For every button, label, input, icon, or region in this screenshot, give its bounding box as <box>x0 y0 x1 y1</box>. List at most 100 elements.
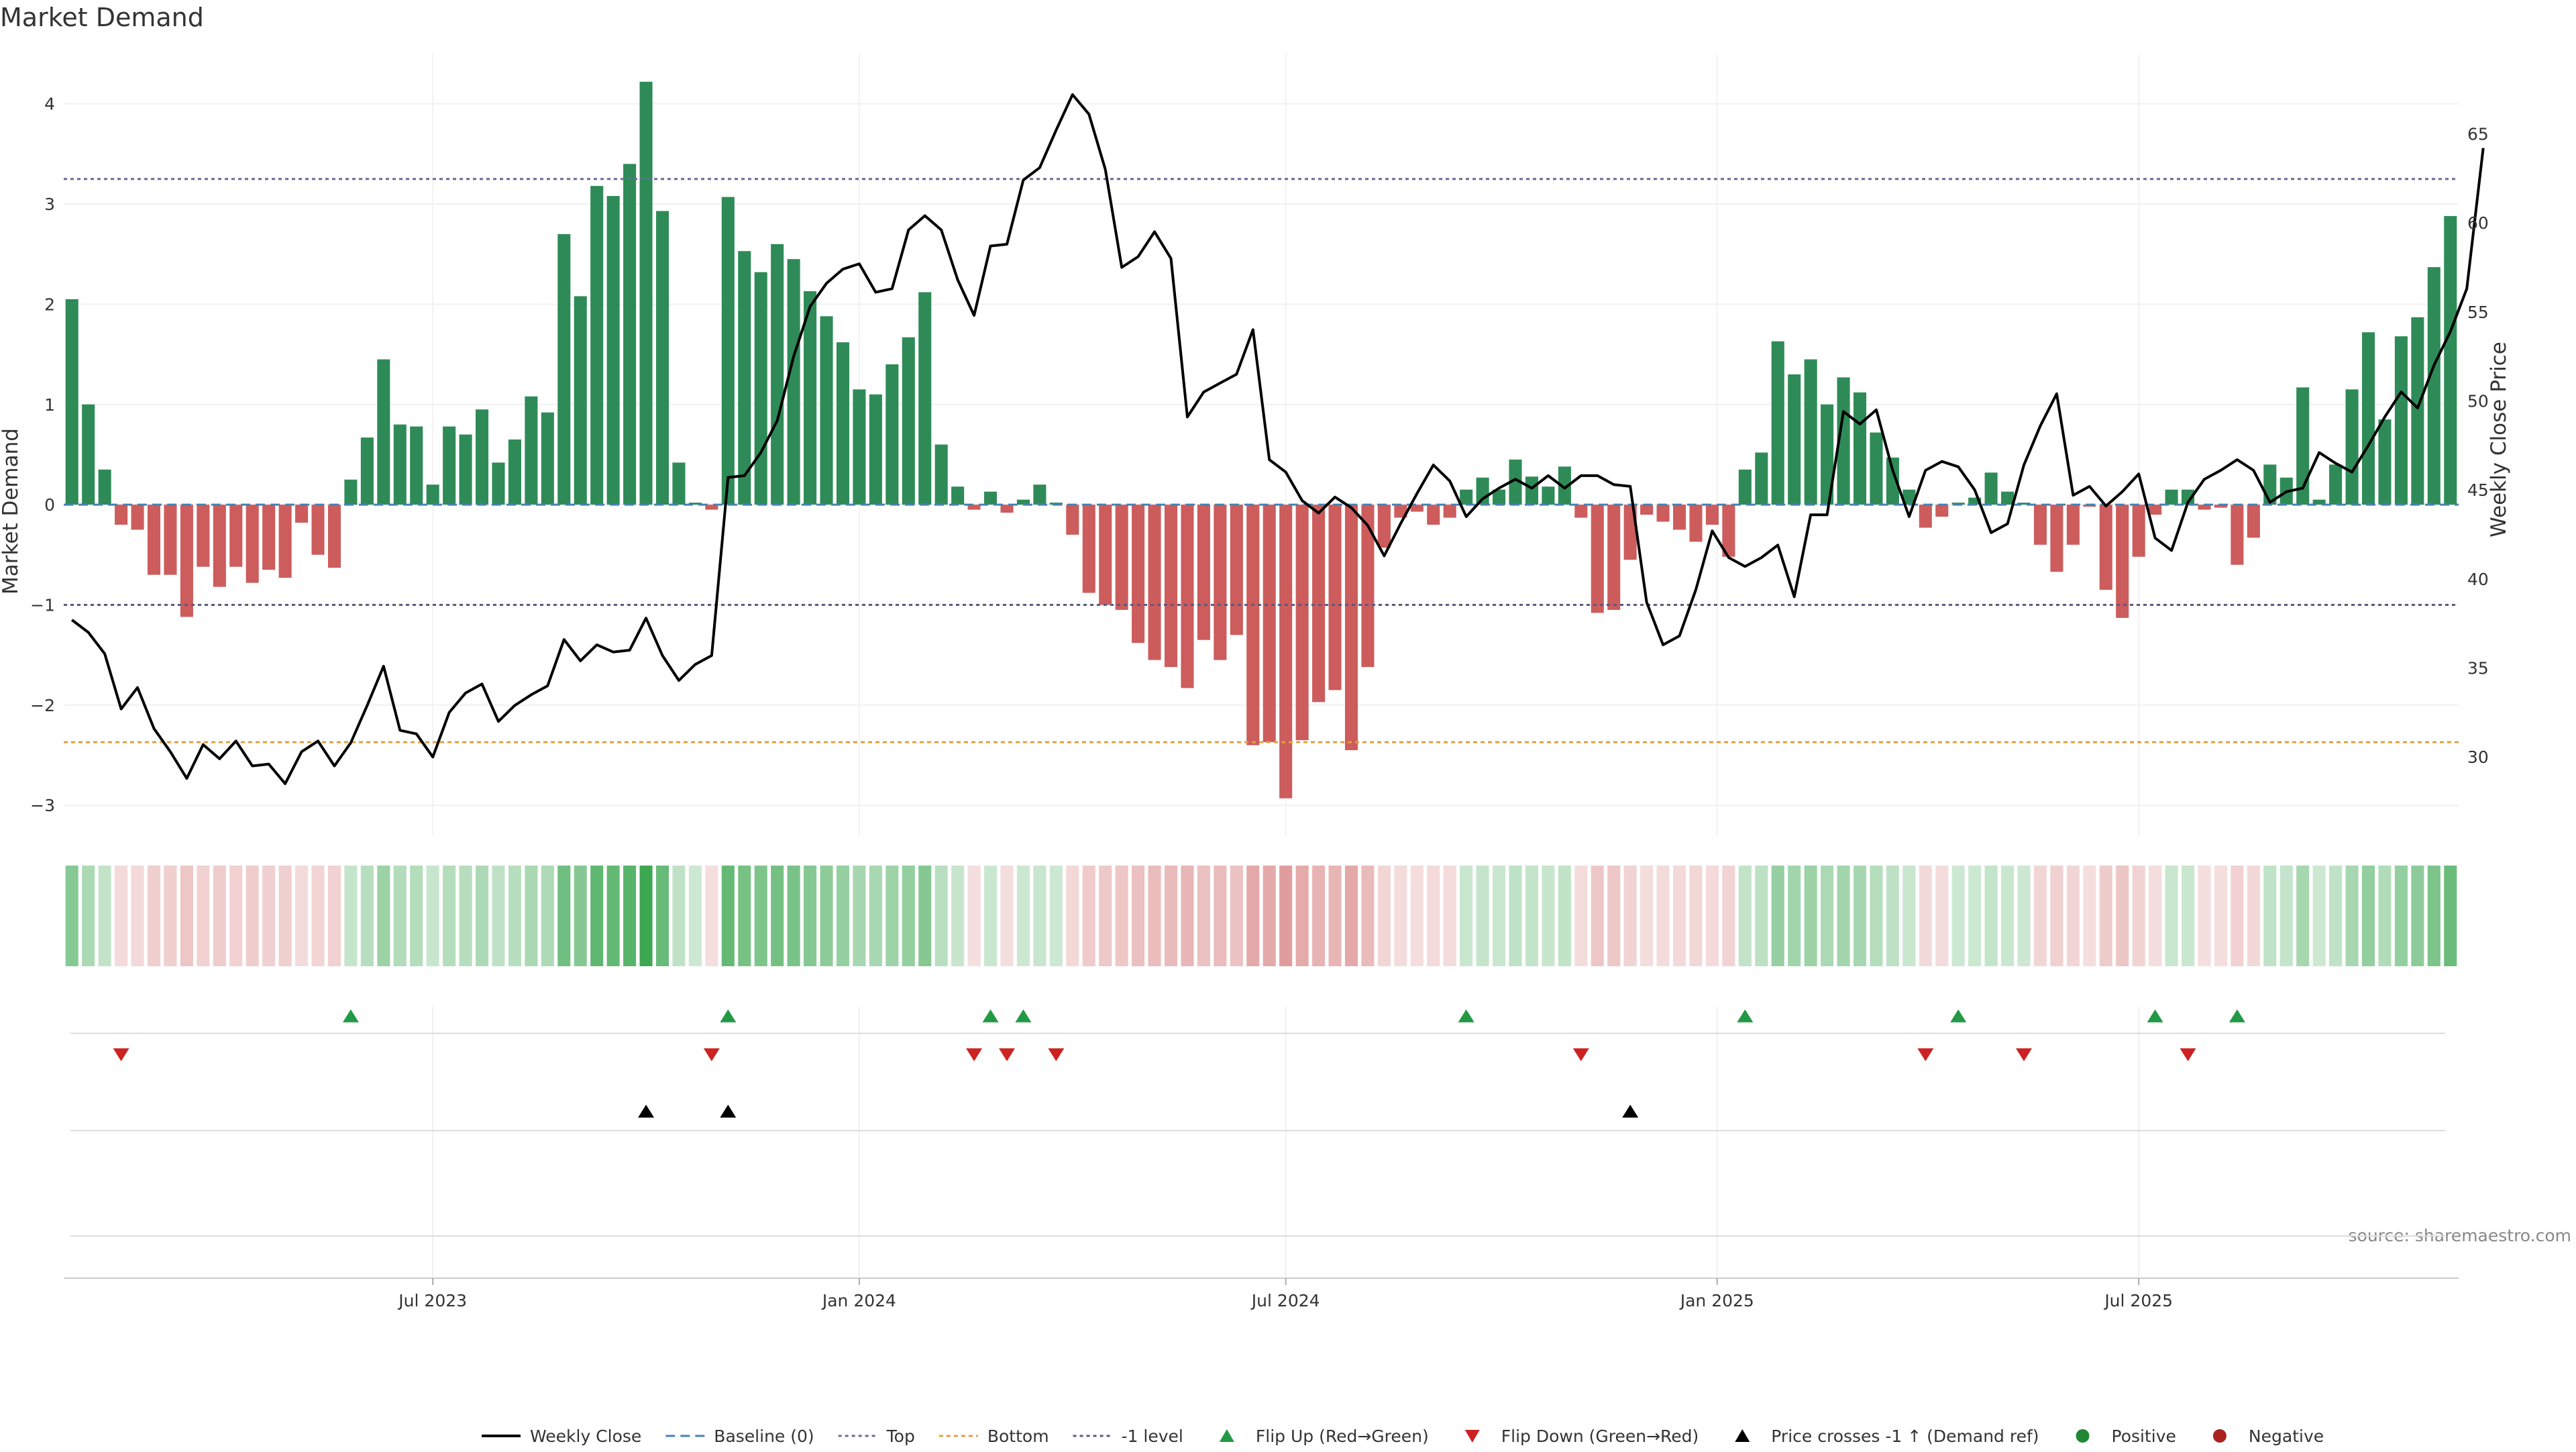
demand-bar-negative <box>705 505 718 510</box>
demand-bar-positive <box>410 426 423 505</box>
demand-bar-positive <box>1853 392 1867 505</box>
demand-bar-negative <box>2149 505 2162 515</box>
heat-cell <box>1132 866 1145 966</box>
heat-cell <box>229 866 243 966</box>
demand-bar-negative <box>967 505 981 510</box>
demand-bar-positive <box>1788 374 1801 505</box>
heat-cell <box>902 866 915 966</box>
demand-bar-negative <box>1115 505 1128 610</box>
demand-bar-negative <box>1230 505 1243 635</box>
demand-heatstrip <box>65 866 2457 966</box>
demand-bar-positive <box>918 292 932 505</box>
heat-cell <box>1722 866 1735 966</box>
heat-cell <box>1099 866 1112 966</box>
heat-cell <box>2001 866 2015 966</box>
flip-down-marker <box>703 1048 720 1061</box>
heat-cell <box>2444 866 2457 966</box>
heat-cell <box>1016 866 1030 966</box>
demand-bars <box>65 81 2457 798</box>
demand-bar-positive <box>1771 341 1784 505</box>
reference-lines <box>64 178 2459 743</box>
demand-bar-positive <box>655 211 669 505</box>
demand-bar-positive <box>2378 419 2392 505</box>
y2-tick-label: 40 <box>2467 570 2489 589</box>
demand-bar-negative <box>2231 505 2244 565</box>
flip-up-marker <box>1737 1009 1754 1023</box>
demand-bar-positive <box>393 424 407 505</box>
demand-bar-negative <box>2099 505 2112 590</box>
heat-cell <box>2361 866 2375 966</box>
demand-bar-negative <box>2214 505 2227 508</box>
demand-bar-positive <box>2017 503 2031 505</box>
heat-cell <box>2066 866 2080 966</box>
price-cross-marker <box>638 1104 655 1118</box>
heat-cell <box>1771 866 1784 966</box>
demand-bar-negative <box>1427 505 1440 525</box>
heat-cell <box>2083 866 2096 966</box>
heat-cell <box>934 866 948 966</box>
demand-bar-positive <box>951 486 965 505</box>
price-series <box>70 93 2485 785</box>
y-tick-label: −1 <box>30 595 55 615</box>
demand-bar-positive <box>2001 491 2015 505</box>
y-tick-label: −3 <box>30 796 55 815</box>
flip-up-marker <box>1950 1009 1967 1023</box>
demand-bar-negative <box>213 505 226 587</box>
heat-cell <box>98 866 111 966</box>
heat-cell <box>1295 866 1309 966</box>
heat-cell <box>1640 866 1654 966</box>
legend-label: Negative <box>2249 1427 2324 1446</box>
demand-bar-positive <box>590 186 604 505</box>
demand-bar-positive <box>754 272 767 505</box>
demand-bar-positive <box>902 337 915 505</box>
demand-bar-negative <box>1197 505 1210 640</box>
flip-down-marker <box>1917 1048 1934 1061</box>
heat-cell <box>1821 866 1834 966</box>
y2-tick-label: 65 <box>2467 124 2489 144</box>
demand-bar-positive <box>672 462 686 505</box>
demand-bar-negative <box>131 505 144 530</box>
demand-bar-positive <box>344 479 358 505</box>
legend-label: Flip Down (Green→Red) <box>1501 1427 1699 1446</box>
demand-bar-positive <box>2165 489 2178 505</box>
heat-cell <box>1525 866 1538 966</box>
demand-bar-positive <box>459 434 472 505</box>
heat-cell <box>1542 866 1555 966</box>
demand-bar-negative <box>1410 505 1424 512</box>
flip-up-marker <box>720 1009 737 1023</box>
heat-cell <box>115 866 128 966</box>
demand-bar-negative <box>180 505 193 617</box>
demand-bar-positive <box>1837 377 1850 505</box>
heat-cell <box>951 866 965 966</box>
heat-cell <box>1968 866 1982 966</box>
demand-bar-negative <box>115 505 128 525</box>
heat-cell <box>65 866 78 966</box>
heat-cell <box>639 866 653 966</box>
demand-bar-negative <box>1443 505 1456 518</box>
heat-cell <box>1870 866 1883 966</box>
demand-bar-positive <box>377 359 390 505</box>
heat-cell <box>1738 866 1752 966</box>
demand-bar-positive <box>934 444 948 505</box>
heat-cell <box>82 866 95 966</box>
heat-cell <box>541 866 554 966</box>
demand-bar-positive <box>836 342 850 505</box>
price-cross-marker <box>720 1104 737 1118</box>
demand-bar-positive <box>2411 317 2424 505</box>
heat-cell <box>295 866 309 966</box>
demand-bar-positive <box>820 316 833 505</box>
heat-cell <box>1082 866 1095 966</box>
demand-bar-positive <box>1460 489 1473 505</box>
demand-bar-negative <box>2247 505 2260 538</box>
heat-cell <box>1115 866 1128 966</box>
heat-cell <box>1623 866 1637 966</box>
heat-cell <box>1902 866 1916 966</box>
heat-cell <box>2329 866 2343 966</box>
demand-bar-positive <box>2312 499 2326 505</box>
demand-bar-negative <box>1082 505 1095 593</box>
flip-up-marker <box>982 1009 999 1023</box>
y-tick-label: 2 <box>44 295 55 314</box>
heat-cell <box>180 866 193 966</box>
legend-swatch-negative <box>2212 1429 2226 1443</box>
flip-down-marker <box>966 1048 983 1061</box>
